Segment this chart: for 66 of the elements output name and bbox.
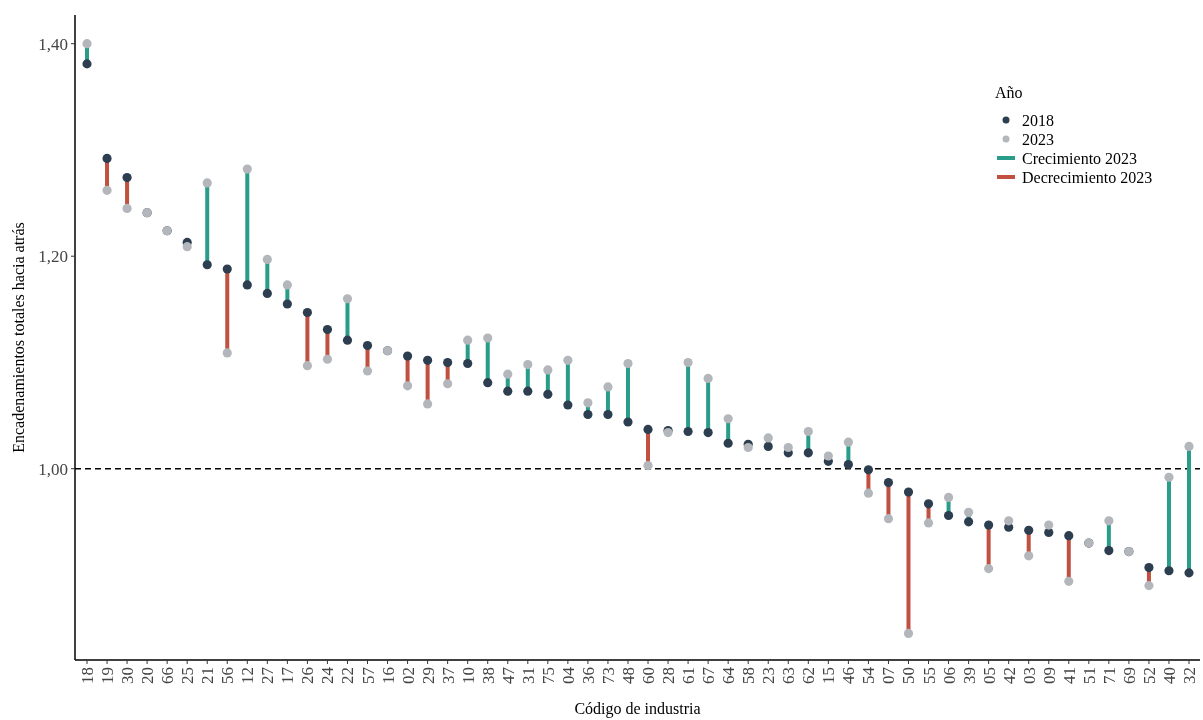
x-tick-label: 60	[639, 667, 659, 684]
x-tick-label: 61	[679, 667, 699, 684]
x-tick-label: 27	[258, 666, 278, 684]
x-tick-label: 19	[98, 667, 118, 684]
x-tick-label: 42	[999, 667, 1019, 684]
y-tick-label: 1,20	[38, 247, 68, 267]
y-tick-label: 1,40	[38, 34, 68, 54]
x-tick-label: 38	[478, 667, 498, 684]
legend-title: Año	[995, 84, 1023, 101]
legend-label: 2018	[1022, 111, 1054, 129]
x-tick-label: 28	[659, 667, 679, 684]
legend-label: Crecimiento 2023	[1022, 149, 1138, 167]
x-tick-label: 55	[919, 667, 939, 684]
x-tick-label: 29	[418, 667, 438, 684]
x-tick-label: 16	[378, 667, 398, 684]
legend-label: Decrecimiento 2023	[1022, 168, 1153, 186]
x-tick-label: 15	[819, 667, 839, 684]
x-tick-label: 23	[759, 667, 779, 684]
x-tick-label: 10	[458, 667, 478, 684]
x-tick-label: 50	[899, 667, 919, 684]
x-tick-label: 69	[1119, 667, 1139, 684]
x-tick-label: 47	[498, 666, 518, 684]
x-tick-label: 56	[218, 667, 238, 684]
x-tick-label: 25	[178, 667, 198, 684]
x-tick-label: 48	[618, 667, 638, 684]
x-tick-label: 21	[198, 667, 218, 684]
x-tick-label: 18	[78, 667, 97, 684]
x-tick-label: 12	[238, 667, 258, 684]
x-tick-label: 04	[558, 666, 578, 684]
x-tick-label: 41	[1059, 667, 1079, 684]
x-tick-label: 05	[979, 667, 999, 684]
x-tick-label: 57	[358, 666, 378, 684]
x-tick-label: 40	[1159, 667, 1179, 684]
x-tick-label: 22	[338, 667, 358, 684]
x-tick-label: 37	[438, 666, 458, 684]
x-tick-label: 02	[398, 667, 418, 684]
y-tick-label: 1,00	[38, 459, 68, 479]
x-tick-label: 30	[118, 667, 138, 684]
x-tick-label: 07	[879, 666, 899, 684]
x-tick-label: 71	[1099, 667, 1119, 684]
y-axis-title: Encadenamientos totales hacia atrás	[10, 222, 27, 453]
x-tick-label: 54	[859, 666, 879, 684]
x-tick-label: 32	[1180, 667, 1199, 684]
x-tick-label: 62	[799, 667, 819, 684]
x-tick-label: 39	[959, 667, 979, 684]
x-tick-label: 20	[138, 667, 158, 684]
x-tick-label: 52	[1139, 667, 1159, 684]
x-tick-label: 58	[739, 667, 759, 684]
x-tick-label: 09	[1039, 667, 1059, 684]
x-tick-label: 17	[278, 666, 298, 684]
x-tick-label: 64	[719, 666, 739, 684]
x-tick-label: 66	[158, 667, 178, 684]
x-tick-label: 51	[1079, 667, 1099, 684]
x-tick-label: 31	[518, 667, 538, 684]
x-tick-label: 63	[779, 667, 799, 684]
x-tick-label: 67	[699, 666, 719, 684]
x-tick-label: 73	[598, 667, 618, 684]
x-tick-label: 36	[578, 667, 598, 684]
x-tick-label: 26	[298, 667, 318, 684]
x-axis-title: Código de industria	[574, 700, 701, 718]
x-tick-label: 03	[1019, 667, 1039, 684]
x-tick-label: 75	[538, 667, 558, 684]
x-tick-label: 06	[939, 667, 959, 684]
legend-label: 2023	[1022, 130, 1054, 148]
x-tick-label: 46	[839, 667, 859, 684]
x-tick-label: 24	[318, 666, 338, 684]
